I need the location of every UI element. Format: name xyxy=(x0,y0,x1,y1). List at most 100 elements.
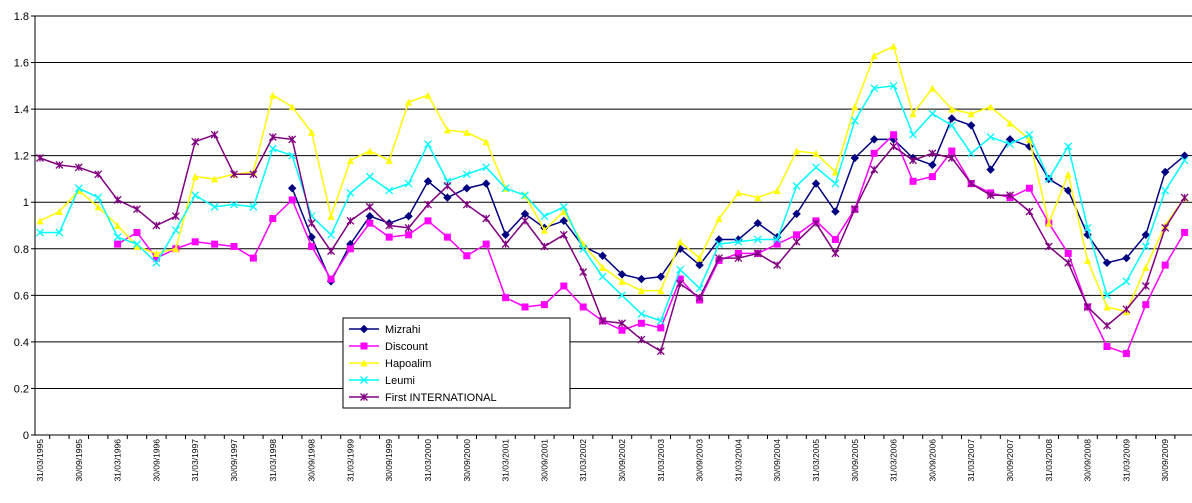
marker xyxy=(327,247,335,256)
marker xyxy=(521,303,529,311)
marker xyxy=(307,232,316,242)
marker xyxy=(359,324,369,334)
marker xyxy=(230,200,238,209)
marker xyxy=(656,272,666,281)
marker xyxy=(812,149,820,157)
marker xyxy=(113,233,122,242)
marker xyxy=(715,215,723,223)
marker xyxy=(1044,242,1053,251)
marker xyxy=(424,200,432,209)
marker xyxy=(773,235,782,244)
marker xyxy=(947,121,956,130)
marker xyxy=(268,133,277,142)
marker xyxy=(831,235,839,243)
x-tick-label: 30/09/1998 xyxy=(307,439,317,482)
marker xyxy=(890,42,898,50)
x-tick-label: 31/03/2006 xyxy=(889,439,899,482)
x-tick-label: 31/03/1997 xyxy=(190,439,200,482)
marker xyxy=(889,81,898,90)
marker xyxy=(676,275,684,283)
marker xyxy=(850,205,859,214)
x-tick-label: 31/03/1995 xyxy=(35,439,45,482)
marker xyxy=(424,140,432,148)
marker xyxy=(792,237,801,246)
marker xyxy=(540,301,548,309)
marker xyxy=(404,223,413,232)
x-tick-label: 30/09/1995 xyxy=(74,439,84,482)
marker xyxy=(870,165,879,174)
marker xyxy=(346,245,354,253)
marker xyxy=(579,303,587,311)
marker xyxy=(133,205,141,214)
marker xyxy=(94,170,103,179)
marker xyxy=(1103,303,1111,311)
marker xyxy=(869,135,879,144)
marker xyxy=(1180,151,1189,160)
marker xyxy=(308,242,316,250)
marker xyxy=(191,137,200,146)
marker xyxy=(1064,249,1072,257)
legend-box xyxy=(342,317,571,409)
marker xyxy=(540,212,549,221)
marker xyxy=(210,130,219,139)
marker xyxy=(152,221,161,230)
marker xyxy=(734,254,743,263)
marker xyxy=(656,316,665,325)
marker xyxy=(191,191,200,200)
marker xyxy=(1005,135,1015,144)
marker xyxy=(986,165,995,174)
marker xyxy=(463,128,471,136)
marker xyxy=(1064,142,1073,151)
marker xyxy=(1103,321,1111,330)
marker xyxy=(114,240,122,248)
marker xyxy=(618,291,626,300)
marker xyxy=(501,184,510,193)
marker xyxy=(501,230,510,240)
marker xyxy=(1122,277,1131,286)
marker xyxy=(1142,263,1150,271)
marker xyxy=(793,231,801,239)
marker xyxy=(637,274,646,284)
marker xyxy=(1025,184,1033,192)
marker xyxy=(360,376,368,384)
marker xyxy=(695,260,704,270)
marker xyxy=(405,231,413,239)
x-tick-label: 30/09/2005 xyxy=(850,439,860,482)
x-tick-label: 30/09/2002 xyxy=(617,439,627,482)
legend-label: Discount xyxy=(385,341,428,353)
marker xyxy=(462,184,472,193)
marker xyxy=(501,240,510,249)
y-tick-label: 1.4 xyxy=(14,104,29,116)
marker xyxy=(1103,291,1111,300)
y-tick-label: 0.4 xyxy=(14,337,29,349)
marker xyxy=(850,153,860,163)
series-line xyxy=(39,45,1186,313)
y-tick-label: 0 xyxy=(23,430,29,442)
marker xyxy=(598,251,607,260)
marker xyxy=(928,149,937,158)
marker xyxy=(55,228,64,237)
marker xyxy=(754,194,762,202)
marker xyxy=(308,128,316,136)
marker xyxy=(1180,193,1189,202)
marker xyxy=(1064,170,1072,178)
marker xyxy=(637,319,645,327)
marker xyxy=(443,126,451,134)
marker xyxy=(230,242,238,250)
marker xyxy=(676,238,684,246)
marker xyxy=(366,219,374,227)
marker xyxy=(579,268,588,277)
marker xyxy=(463,252,471,260)
marker xyxy=(579,244,588,253)
x-tick-label: 31/03/2004 xyxy=(733,439,743,482)
marker xyxy=(812,163,820,172)
marker xyxy=(695,293,704,302)
marker xyxy=(734,235,743,244)
marker xyxy=(521,191,529,200)
marker xyxy=(1006,119,1014,127)
marker xyxy=(327,275,335,283)
marker xyxy=(987,103,995,111)
y-tick-label: 0.8 xyxy=(14,244,29,256)
marker xyxy=(249,202,258,211)
marker xyxy=(598,316,607,325)
